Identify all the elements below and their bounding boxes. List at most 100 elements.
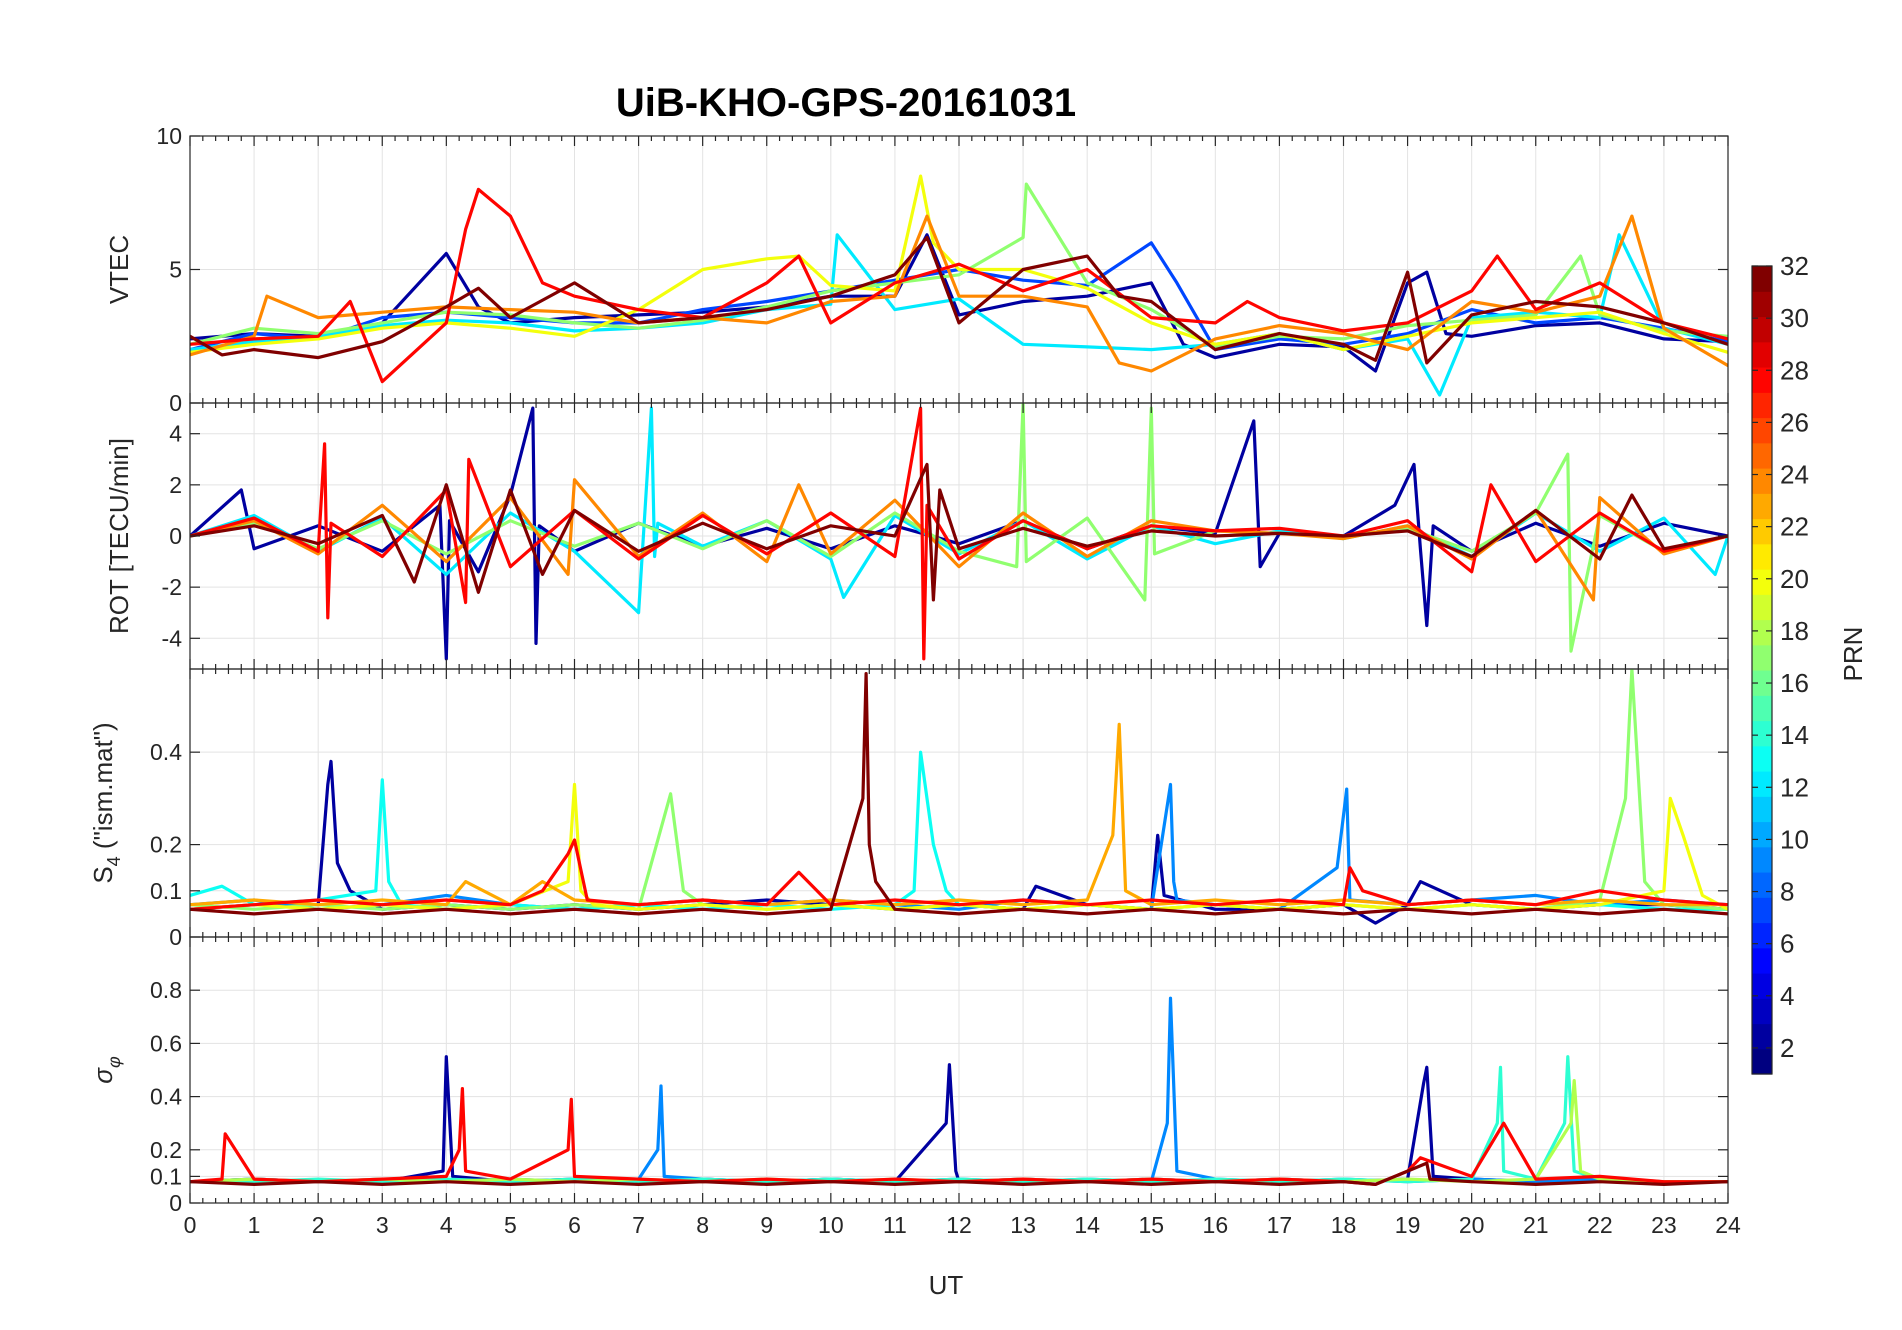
y-tick-label: 0.4 xyxy=(150,739,182,765)
colorbar-swatch xyxy=(1752,922,1772,949)
colorbar-swatch xyxy=(1752,872,1772,898)
x-tick-label: 13 xyxy=(1010,1212,1036,1238)
colorbar-tick-label: 24 xyxy=(1780,460,1809,490)
colorbar-swatch xyxy=(1752,1023,1772,1050)
colorbar-swatch xyxy=(1752,569,1772,595)
panel-s4: 0 0.1 0.2 0.4 S4 ("ism.mat") xyxy=(88,668,1729,950)
colorbar-tick-label: 22 xyxy=(1780,512,1809,542)
x-tick-label: 6 xyxy=(568,1212,581,1238)
y-axis-label-sigma: σφ xyxy=(88,1056,124,1084)
series-group xyxy=(190,174,1728,397)
x-tick-label: 1 xyxy=(248,1212,261,1238)
colorbar-swatch xyxy=(1752,291,1772,318)
series-prn-28 xyxy=(190,838,1728,911)
y-tick-label: 0.8 xyxy=(150,977,182,1003)
x-tick-label: 7 xyxy=(632,1212,645,1238)
colorbar-tick-label: 8 xyxy=(1780,877,1794,907)
y-axis-label-s4: S4 ("ism.mat") xyxy=(88,722,124,883)
y-tick-label: 0.1 xyxy=(150,1163,182,1189)
y-tick-label: 4 xyxy=(169,421,182,447)
chart-title: UiB-KHO-GPS-20161031 xyxy=(616,81,1076,125)
colorbar-tick-label: 6 xyxy=(1780,929,1794,959)
colorbar-swatch xyxy=(1752,670,1772,696)
colorbar-swatch xyxy=(1752,695,1772,722)
y-tick-label: 0.2 xyxy=(150,832,182,858)
colorbar-swatch xyxy=(1752,796,1772,823)
y-axis-label-rot: ROT [TECU/min] xyxy=(104,438,134,634)
colorbar-swatch xyxy=(1752,417,1772,444)
series-prn-24 xyxy=(190,214,1728,373)
colorbar-swatch xyxy=(1752,745,1772,772)
x-tick-label: 22 xyxy=(1587,1212,1613,1238)
colorbar-swatch xyxy=(1752,543,1772,570)
colorbar-swatch xyxy=(1752,468,1772,494)
colorbar-swatch xyxy=(1752,1048,1772,1075)
colorbar-tick-label: 28 xyxy=(1780,355,1809,385)
colorbar-swatch xyxy=(1752,947,1772,974)
series-prn-17 xyxy=(190,182,1728,349)
y-tick-label: 0.6 xyxy=(150,1030,182,1056)
colorbar-frame xyxy=(1751,265,1773,1075)
colorbar-swatch xyxy=(1752,644,1772,671)
x-tick-label: 5 xyxy=(504,1212,517,1238)
colorbar-swatch xyxy=(1752,341,1772,368)
x-tick-label: 23 xyxy=(1651,1212,1677,1238)
x-tick-label: 17 xyxy=(1267,1212,1293,1238)
series-prn-32 xyxy=(190,1161,1728,1187)
y-tick-label: 0.2 xyxy=(150,1137,182,1163)
panel-rot: -4 -2 0 2 4 ROT [TECU/min] xyxy=(104,402,1729,670)
colorbar-swatch xyxy=(1752,594,1772,621)
y-tick-label: 0 xyxy=(169,924,182,950)
y-tick-label: -4 xyxy=(162,625,183,651)
y-tick-label: 0 xyxy=(169,1190,182,1216)
colorbar-tick-label: 2 xyxy=(1780,1033,1794,1063)
x-tick-label: 12 xyxy=(946,1212,972,1238)
colorbar-tick-label: 12 xyxy=(1780,772,1809,802)
colorbar-swatch xyxy=(1752,720,1772,747)
panel-vtec: 0 5 10 VTEC xyxy=(104,123,1729,416)
series-prn-28 xyxy=(190,406,1728,661)
series-group xyxy=(190,996,1728,1187)
colorbar-tick-label: 10 xyxy=(1780,824,1809,854)
x-tick-labels: 0 1 2 3 4 5 6 7 8 9 10 11 12 13 14 15 16 17 18 19 20 21 22 23 24 xyxy=(184,1212,1741,1238)
y-tick-label: 0 xyxy=(169,390,182,416)
colorbar-swatch xyxy=(1752,442,1772,469)
colorbar-swatch xyxy=(1752,367,1772,393)
x-tick-label: 14 xyxy=(1074,1212,1100,1238)
y-axis-label-vtec: VTEC xyxy=(104,235,134,304)
series-prn-2 xyxy=(190,1055,1728,1184)
series-prn-32 xyxy=(190,671,1728,916)
colorbar-tick-label: 14 xyxy=(1780,720,1809,750)
colorbar-swatch xyxy=(1752,619,1772,646)
x-tick-label: 20 xyxy=(1459,1212,1485,1238)
colorbar-swatch xyxy=(1752,821,1772,848)
colorbar-swatch xyxy=(1752,266,1772,292)
y-tick-label: 0 xyxy=(169,523,182,549)
colorbar-tick-label: 32 xyxy=(1780,251,1809,281)
colorbar-label: PRN xyxy=(1838,627,1868,682)
x-tick-label: 2 xyxy=(312,1212,325,1238)
x-tick-label: 9 xyxy=(760,1212,773,1238)
colorbar-swatch xyxy=(1752,998,1772,1025)
series-prn-14 xyxy=(190,1055,1728,1184)
x-tick-label: 4 xyxy=(440,1212,453,1238)
series-prn-32 xyxy=(190,462,1728,602)
series-prn-32 xyxy=(190,235,1728,365)
panel-sigma: 00.10.2 0.4 0.6 0.8 σφ xyxy=(88,936,1729,1216)
series-prn-20 xyxy=(190,174,1728,354)
x-axis-label: UT xyxy=(929,1270,964,1300)
series-group xyxy=(190,403,1728,661)
colorbar-swatch xyxy=(1752,518,1772,545)
colorbar-swatch xyxy=(1752,316,1772,343)
colorbar-swatch xyxy=(1752,973,1772,999)
y-tick-label: 10 xyxy=(156,123,182,149)
series-group xyxy=(190,669,1728,925)
x-tick-label: 18 xyxy=(1331,1212,1357,1238)
x-tick-label: 3 xyxy=(376,1212,389,1238)
x-tick-label: 24 xyxy=(1715,1212,1741,1238)
colorbar-swatch xyxy=(1752,771,1772,797)
y-tick-label: 2 xyxy=(169,472,182,498)
